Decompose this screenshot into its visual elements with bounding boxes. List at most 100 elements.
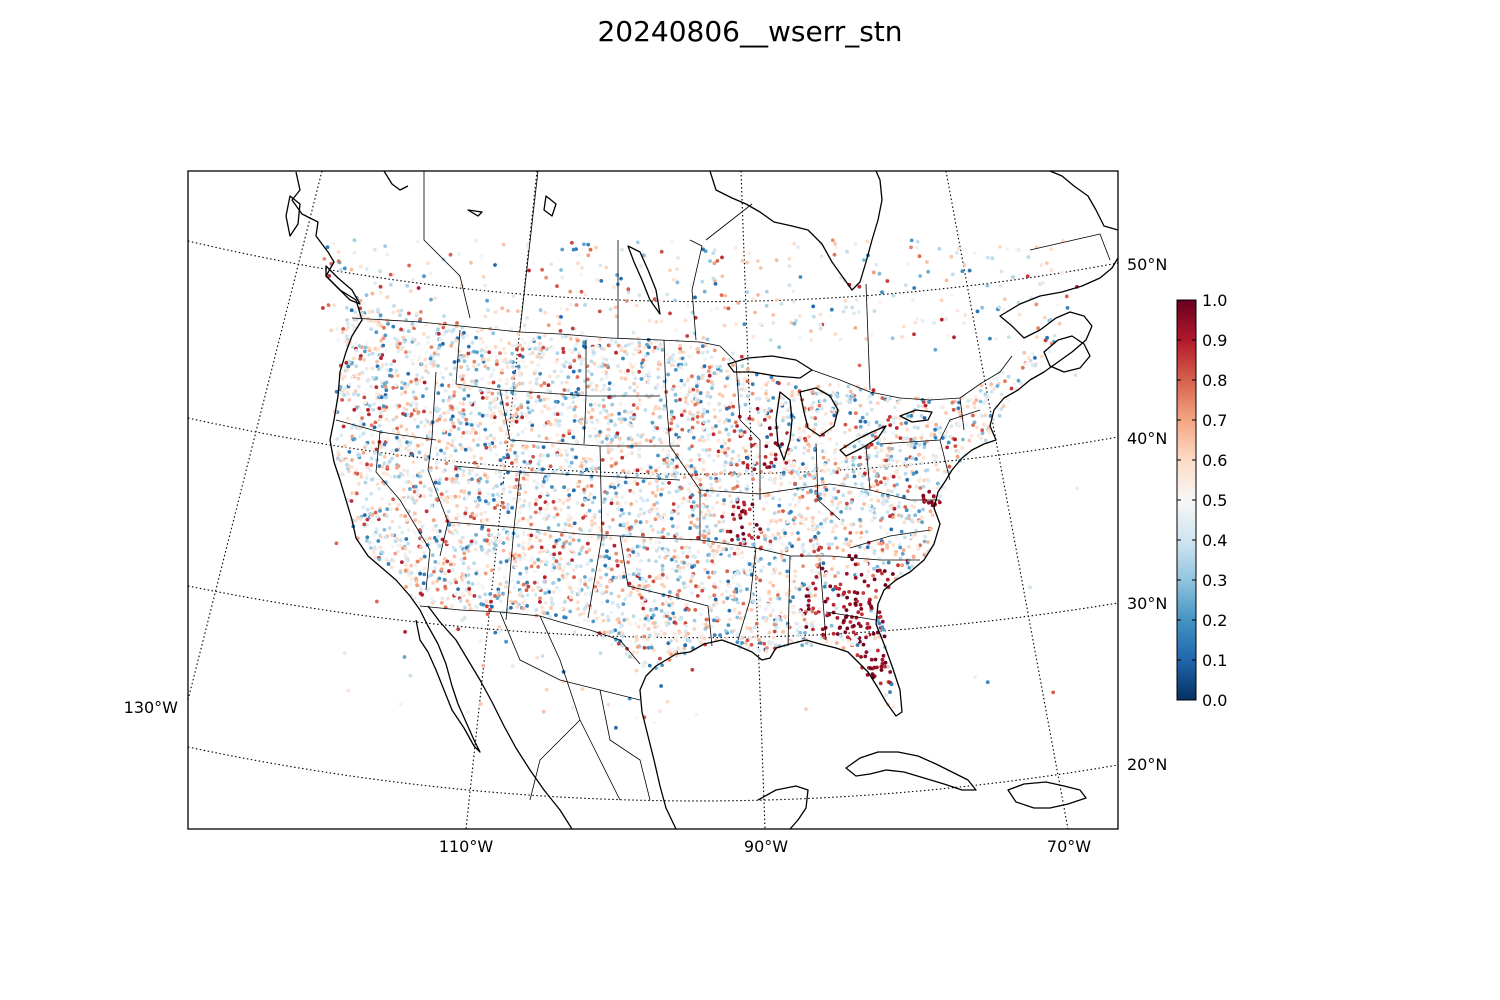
station-marker (678, 575, 682, 579)
station-marker (584, 337, 589, 342)
station-marker (733, 572, 738, 576)
station-marker (583, 575, 587, 579)
station-marker (787, 422, 791, 427)
station-marker (745, 638, 750, 643)
station-marker (832, 252, 837, 257)
station-marker (745, 260, 749, 265)
station-marker (687, 546, 692, 550)
station-marker (767, 415, 772, 420)
station-marker (659, 319, 664, 324)
station-marker (501, 591, 505, 596)
station-marker (606, 427, 611, 432)
station-marker (555, 499, 560, 504)
station-marker (496, 384, 501, 389)
station-marker (390, 448, 395, 453)
station-marker (707, 575, 711, 580)
station-marker (607, 381, 612, 386)
station-marker (822, 421, 826, 426)
station-marker (528, 459, 533, 464)
station-marker (357, 384, 361, 389)
station-marker (546, 514, 551, 518)
station-marker (435, 534, 440, 539)
station-marker (601, 356, 605, 361)
station-marker (727, 553, 732, 558)
station-marker (647, 318, 652, 323)
station-marker (622, 618, 627, 622)
station-marker (368, 546, 373, 550)
station-marker (605, 443, 610, 448)
station-marker (377, 487, 381, 491)
station-marker (649, 507, 654, 511)
station-marker (406, 329, 411, 334)
station-marker (1052, 333, 1057, 338)
station-marker (606, 614, 610, 619)
station-marker (966, 399, 971, 403)
station-marker (649, 645, 654, 650)
station-marker (818, 496, 823, 501)
station-marker (385, 507, 390, 512)
station-marker (458, 355, 463, 360)
station-marker (871, 388, 876, 393)
station-marker (470, 468, 475, 473)
station-marker (506, 309, 510, 313)
station-marker (641, 479, 646, 484)
station-marker (767, 562, 772, 566)
station-marker (342, 393, 347, 398)
station-marker (612, 485, 617, 490)
station-marker (581, 516, 585, 520)
station-marker (694, 712, 699, 717)
station-marker (571, 488, 576, 493)
station-marker (979, 436, 984, 441)
station-marker (432, 599, 436, 604)
station-marker (510, 390, 514, 395)
station-marker (691, 387, 696, 392)
station-marker (593, 611, 597, 615)
station-marker (626, 368, 630, 373)
station-marker (639, 496, 643, 501)
station-marker (829, 307, 834, 312)
station-marker (598, 575, 603, 580)
station-marker (835, 616, 840, 620)
station-marker (606, 450, 611, 455)
station-marker (816, 384, 821, 389)
station-marker (466, 573, 471, 577)
station-marker (677, 565, 682, 570)
station-marker (539, 383, 544, 388)
station-marker (527, 268, 531, 273)
station-marker (514, 477, 519, 482)
station-marker (492, 405, 497, 410)
station-marker (880, 420, 884, 425)
station-marker (541, 709, 546, 714)
station-marker (656, 530, 661, 534)
station-marker (422, 494, 427, 499)
station-marker (505, 377, 509, 382)
station-marker (524, 566, 529, 571)
station-marker (742, 430, 747, 434)
station-marker (552, 412, 557, 417)
station-marker (648, 465, 653, 470)
station-marker (608, 536, 613, 541)
station-marker (422, 484, 427, 489)
station-marker (538, 596, 542, 601)
station-marker (832, 521, 837, 526)
station-marker (757, 421, 762, 426)
station-marker (979, 414, 984, 418)
station-marker (358, 517, 363, 521)
station-marker (550, 602, 555, 607)
station-marker (723, 451, 728, 455)
station-marker (766, 493, 771, 497)
station-marker (498, 599, 503, 604)
station-marker (559, 315, 563, 319)
station-marker (717, 430, 722, 435)
station-marker (907, 484, 912, 489)
station-marker (614, 725, 618, 730)
station-marker (794, 318, 798, 323)
station-marker (1049, 247, 1054, 252)
station-marker (670, 441, 674, 446)
station-marker (700, 344, 705, 349)
station-marker (583, 292, 588, 297)
station-marker (814, 527, 818, 532)
station-marker (628, 385, 632, 390)
station-marker (706, 537, 711, 542)
station-marker (547, 590, 552, 594)
